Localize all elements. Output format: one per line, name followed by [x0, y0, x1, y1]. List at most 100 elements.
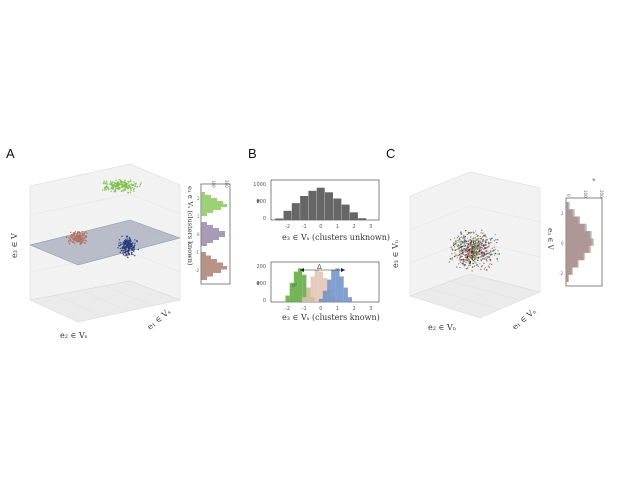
panel-a-scatter-point [81, 240, 84, 243]
panel-c-scatter-point [473, 256, 475, 259]
panel-a-scatter-point [129, 183, 131, 186]
panel-c-scatter [448, 229, 500, 272]
panel-c-side-bar [566, 238, 594, 246]
panel-a-z-label: e₃ ∈ V [10, 233, 19, 258]
panel-c-scatter-point [494, 252, 496, 255]
panel-c-scatter-point [484, 247, 487, 249]
panel-c-side-bar [566, 209, 572, 217]
panel-c-scatter-point [480, 268, 482, 271]
panel-a-side-bar [201, 266, 227, 270]
panel-a-scatter-point [80, 242, 83, 245]
panel-c-scatter-point [465, 254, 467, 256]
panel-c-scatter-point [482, 254, 484, 256]
panel-c-scatter-point [483, 255, 485, 257]
panel-c-scatter-point [466, 247, 468, 249]
panel-c-scatter-point [465, 242, 468, 245]
panel-c-scatter-point [483, 258, 486, 260]
panel-a-scatter-point [127, 244, 129, 247]
panel-c-scatter-point [458, 239, 461, 241]
panel-b-top-bar [341, 204, 350, 220]
panel-c-scatter-point [475, 258, 477, 260]
panel-c-scatter-point [470, 240, 473, 242]
panel-c-scatter-point [475, 244, 477, 246]
panel-c-scatter-point [467, 231, 470, 234]
panel-a-scatter-point [103, 182, 105, 185]
panel-a-side-bar [201, 240, 213, 243]
panel-a-scatter-point [132, 253, 134, 256]
panel-c-side-bar [566, 202, 570, 210]
panel-c-scatter-point [491, 263, 493, 266]
panel-c-scatter-point [485, 244, 487, 246]
panel-c-side-bar [566, 267, 572, 275]
panel-a-scatter-point [129, 191, 132, 193]
panel-c-scatter-point [469, 239, 471, 241]
panel-a-scatter-point [116, 187, 118, 189]
panel-c-scatter-point [478, 237, 480, 239]
panel-c-scatter-point [477, 240, 479, 242]
panel-c-scatter-point [467, 242, 469, 245]
panel-c-scatter-point [461, 246, 463, 248]
panel-a-scatter-point [127, 252, 130, 254]
panel-c-scatter-point [457, 235, 460, 237]
panel-a-side-bar [201, 192, 205, 195]
panel-c-scatter-point [456, 241, 458, 244]
panel-c-scatter-point [472, 253, 474, 255]
panel-b-bottom-bar [331, 270, 336, 302]
panel-c-scatter-point [491, 253, 493, 255]
panel-a-scatter-point [81, 233, 84, 236]
panel-c-scatter-point [465, 261, 467, 264]
panel-a-scatter-point [128, 186, 131, 189]
panel-c-scatter-point [471, 246, 473, 248]
panel-c-scatter-point [467, 250, 469, 252]
panel-a-side-bars [201, 192, 227, 280]
panel-b-top-bar [291, 203, 300, 220]
panel-a-side-bar [201, 210, 213, 213]
panel-c-scatter-point [494, 233, 497, 236]
panel-c-scatter-point [483, 251, 486, 253]
panel-c-scatter-point [493, 249, 495, 251]
panel-a-scatter-point [121, 249, 123, 252]
panel-a-scatter-point [116, 184, 119, 186]
panel-a-scatter-point [113, 181, 116, 184]
panel-a-scatter-point [82, 233, 85, 236]
panel-c-scatter-point [496, 253, 498, 255]
panel-b-top-xtick: 2 [353, 224, 356, 230]
panel-c-scatter-point [483, 262, 485, 265]
panel-a: A e₃ ∈ V e₂ ∈ Vₛ e₁ ∈ Vₛ 100 [6, 146, 231, 340]
panel-b-delta-label: Δ [317, 263, 322, 271]
panel-c-scatter-point [467, 240, 470, 242]
panel-c-side-axis-title: # [591, 178, 596, 182]
panel-c-side-bar [566, 216, 580, 224]
panel-c-scatter-point [472, 252, 474, 254]
panel-b-letter: B [248, 146, 257, 161]
panel-c-side-bar [566, 260, 578, 268]
panel-c-scatter-point [471, 256, 474, 258]
panel-c-side-bar [566, 267, 572, 275]
panel-a-scatter-point [105, 180, 108, 183]
panel-b-bottom-bar [310, 276, 315, 302]
panel-a-scatter-point [127, 180, 129, 182]
panel-c-scatter-point [475, 251, 478, 253]
panel-c-scatter-point [473, 237, 475, 240]
panel-c-scatter-point [469, 261, 471, 264]
panel-a-side-bar [201, 231, 225, 234]
panel-a-scatter-point [112, 188, 115, 191]
panel-a-scatter-point [133, 244, 136, 247]
panel-c-scatter-point [464, 239, 467, 242]
panel-c-scatter-point [473, 250, 476, 252]
panel-c-scatter-point [489, 242, 491, 244]
panel-c-scatter-point [495, 239, 497, 241]
panel-a-scatter-point [77, 231, 79, 234]
panel-c-scatter-point [462, 236, 465, 238]
panel-c-side-bar [566, 267, 571, 275]
panel-c-scatter-point [470, 248, 472, 250]
panel-a-scatter-point [133, 248, 136, 251]
panel-c-side-bars [566, 202, 594, 282]
panel-c-scatter-point [459, 253, 461, 255]
panel-a-scatter-point [122, 241, 125, 243]
panel-b-top-ytick-2: 500 [256, 199, 266, 205]
panel-c-scatter-point [489, 238, 491, 240]
panel-a-scatter-point [126, 185, 128, 187]
panel-b-top-bar [316, 187, 325, 220]
panel-c-scatter-point [463, 263, 466, 266]
